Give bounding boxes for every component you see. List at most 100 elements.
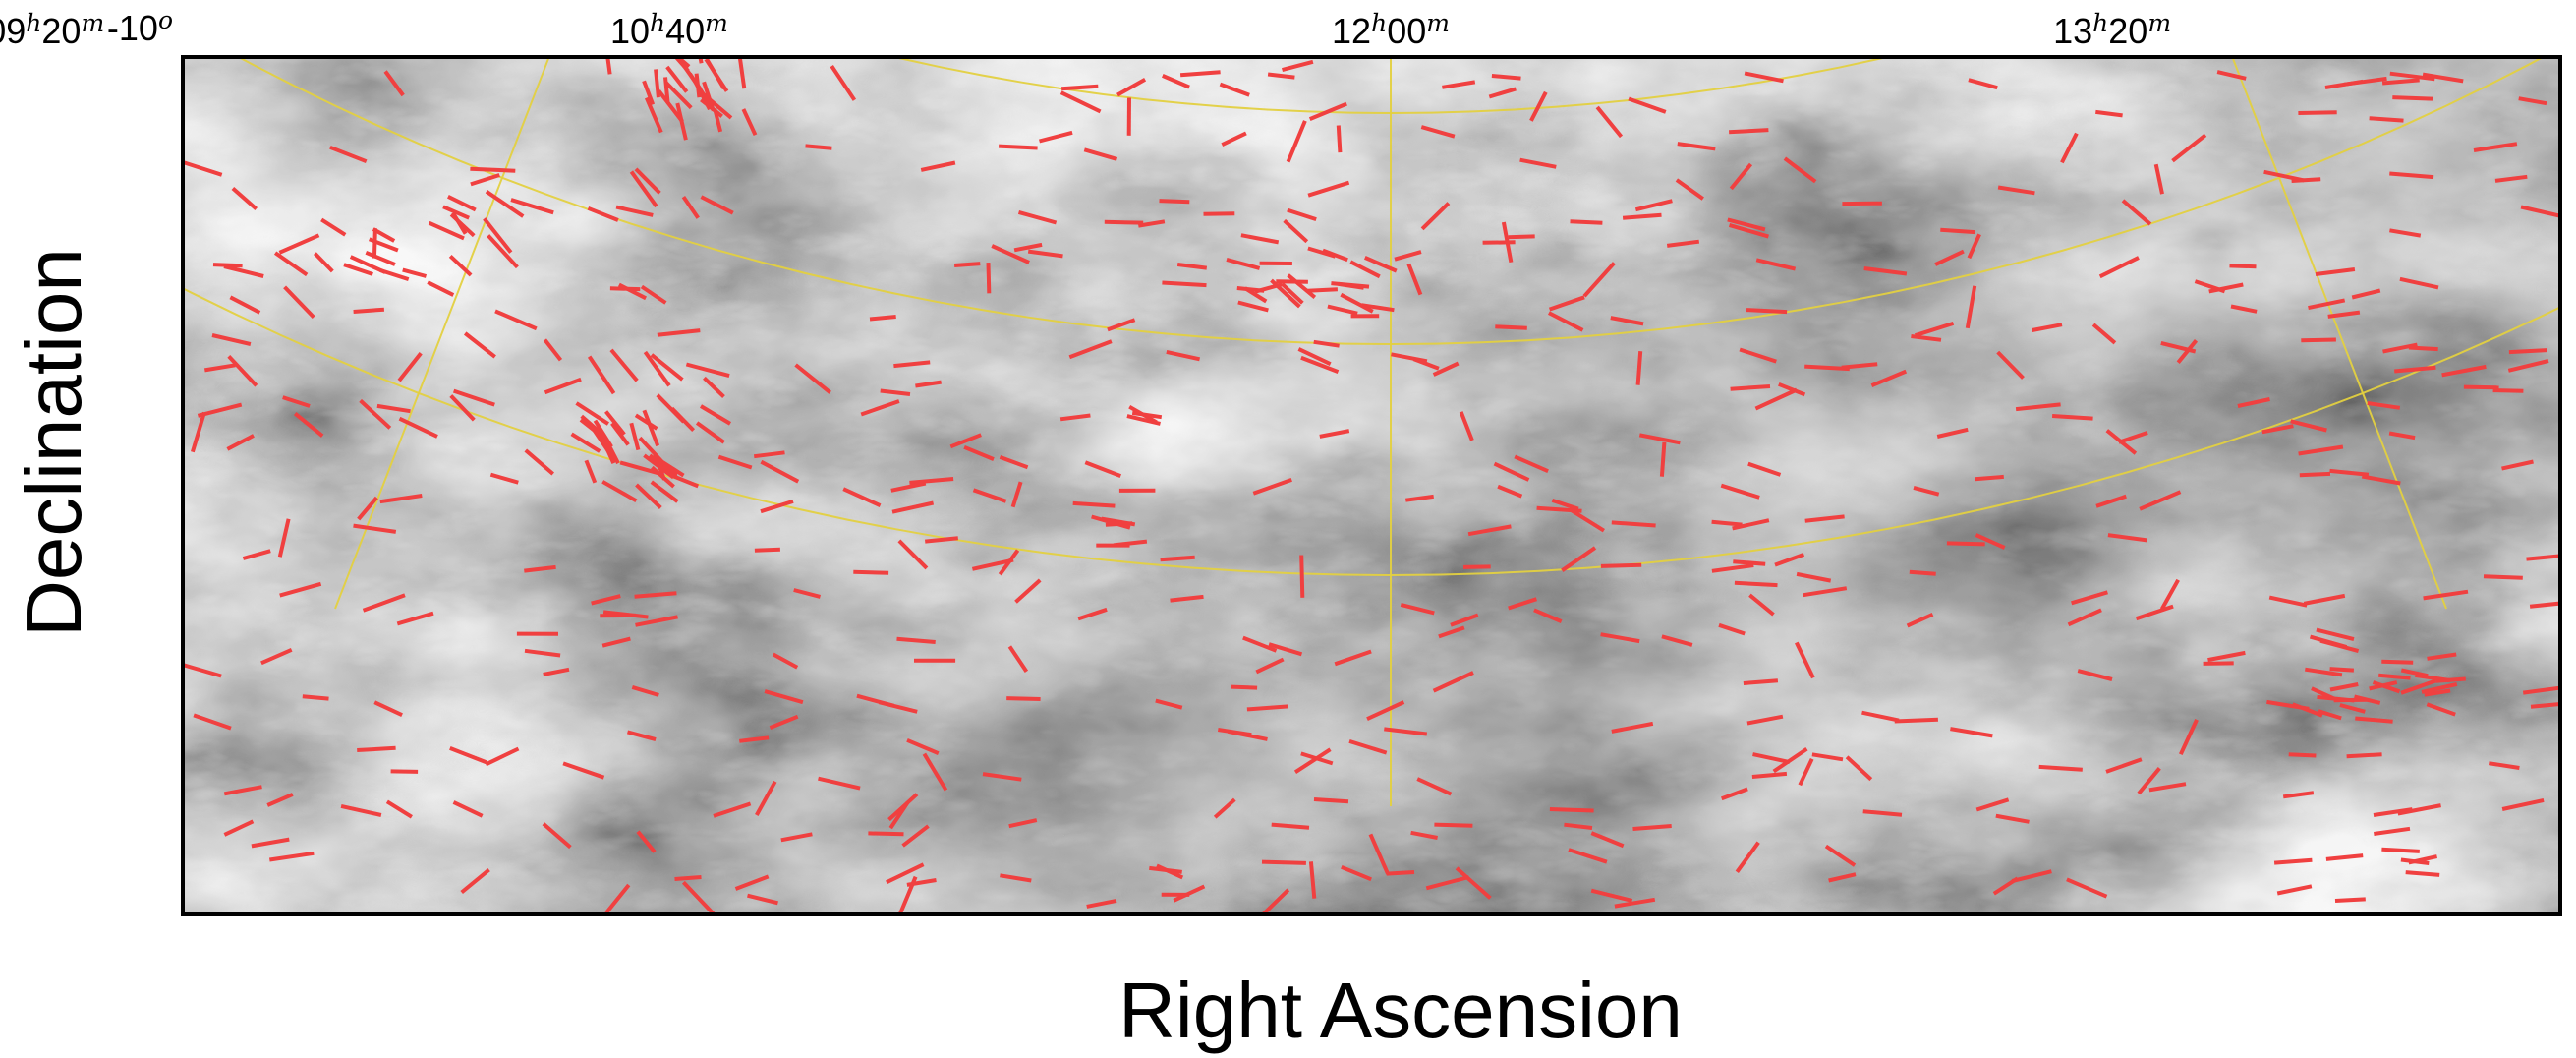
plot-frame: [181, 55, 2562, 916]
polarization-vector: [183, 159, 223, 177]
polarization-vector: [2508, 348, 2547, 355]
polarization-vector: [2067, 608, 2102, 627]
polarization-vector: [609, 286, 641, 292]
polarization-vector: [1060, 84, 1099, 91]
polarization-vector: [226, 434, 255, 451]
polarization-vector: [1059, 90, 1102, 114]
polarization-vector: [1906, 612, 1934, 628]
polarization-vector: [1519, 157, 1557, 169]
polarization-vector: [2372, 680, 2401, 694]
x-tick-label: 13h20m: [2053, 9, 2171, 51]
polarization-vector: [999, 144, 1038, 150]
polarization-vector: [869, 315, 896, 322]
polarization-vector: [2298, 444, 2344, 456]
polarization-vector: [2501, 797, 2545, 811]
polarization-vector: [760, 499, 794, 514]
polarization-vector: [650, 353, 684, 382]
polarization-vector: [2135, 604, 2174, 621]
polarization-vector: [1529, 90, 1548, 122]
polarization-vector: [1361, 303, 1395, 313]
polarization-vector: [2473, 142, 2518, 152]
polarization-vector: [1432, 671, 1474, 693]
polarization-vector: [1394, 250, 1422, 262]
polarization-vector: [2317, 694, 2355, 703]
polarization-vector: [2400, 678, 2437, 695]
polarization-vector: [1752, 752, 1791, 765]
polarization-vector: [283, 285, 315, 319]
polarization-vector: [1622, 212, 1662, 220]
polarization-vector: [2159, 578, 2180, 611]
polarization-vector: [231, 187, 258, 210]
polarization-vector: [223, 785, 262, 796]
polarization-vector: [2526, 554, 2560, 561]
polarization-vector: [223, 264, 264, 278]
polarization-vector: [986, 263, 992, 294]
polarization-vector: [897, 539, 929, 570]
polarization-vector: [587, 206, 619, 222]
polarization-vector: [1995, 813, 2030, 824]
polarization-vector: [353, 307, 385, 314]
polarization-vector: [2394, 365, 2436, 374]
polarization-vector: [1179, 70, 1221, 78]
polarization-vector: [909, 477, 954, 485]
polarization-vector: [1246, 704, 1288, 712]
polarization-vector: [830, 64, 857, 101]
polarization-vector: [524, 564, 556, 573]
polarization-vector: [1000, 873, 1032, 883]
polarization-vector: [1307, 287, 1338, 293]
polarization-vector: [2423, 589, 2469, 601]
polarization-vector: [1894, 717, 1938, 724]
polarization-vector: [242, 549, 271, 560]
polarization-vector: [601, 636, 631, 648]
polarization-vector: [1611, 520, 1656, 528]
polarization-vector: [1416, 777, 1453, 796]
polarization-vector: [1420, 202, 1451, 231]
polarization-vector: [663, 80, 693, 110]
polarization-vector: [615, 205, 654, 217]
polarization-vector: [629, 170, 658, 208]
polarization-vector: [1533, 608, 1563, 623]
polarization-vector: [2208, 282, 2244, 294]
polarization-vector: [357, 496, 378, 521]
polarization-vector: [212, 263, 243, 268]
polarization-vector: [1007, 645, 1029, 674]
polarization-vector: [634, 591, 677, 599]
polarization-vector: [1940, 227, 1975, 235]
polarization-vector: [260, 647, 293, 666]
polarization-vector: [1536, 505, 1582, 513]
polarization-vector: [760, 459, 800, 484]
polarization-vector: [1547, 311, 1584, 332]
polarization-vector: [485, 746, 520, 767]
polarization-vector: [2095, 494, 2127, 508]
polarization-vector: [1283, 218, 1309, 244]
polarization-vector: [2374, 826, 2411, 836]
polarization-vector: [1450, 613, 1479, 627]
polarization-vector: [1548, 295, 1585, 312]
polarization-vector: [915, 380, 942, 388]
polarization-vector: [1488, 87, 1517, 99]
polarization-vector: [705, 58, 726, 90]
polarization-vector: [1965, 285, 1977, 329]
polarization-vector: [949, 433, 982, 449]
polarization-vector: [2298, 110, 2337, 115]
polarization-vector: [2203, 661, 2234, 666]
x-tick-label: 12h00m: [1332, 9, 1450, 51]
polarization-vector: [580, 414, 603, 436]
polarization-vector: [1349, 260, 1381, 279]
polarization-vector: [999, 455, 1029, 470]
polarization-vector: [2518, 96, 2547, 106]
polarization-vector: [2435, 676, 2466, 683]
polarization-vector: [1270, 278, 1301, 309]
polarization-vector: [793, 588, 821, 599]
polarization-vector: [891, 500, 935, 514]
polarization-vector: [1772, 747, 1808, 774]
polarization-vector: [2171, 133, 2207, 163]
polarization-vector: [1677, 142, 1716, 151]
polarization-vector: [510, 198, 554, 215]
polarization-vector: [2176, 339, 2199, 364]
polarization-vector: [1162, 74, 1190, 89]
polarization-vector: [2011, 869, 2052, 883]
polarization-vector: [396, 611, 434, 626]
polarization-vector: [2426, 702, 2456, 717]
polarization-vector: [2389, 171, 2434, 180]
